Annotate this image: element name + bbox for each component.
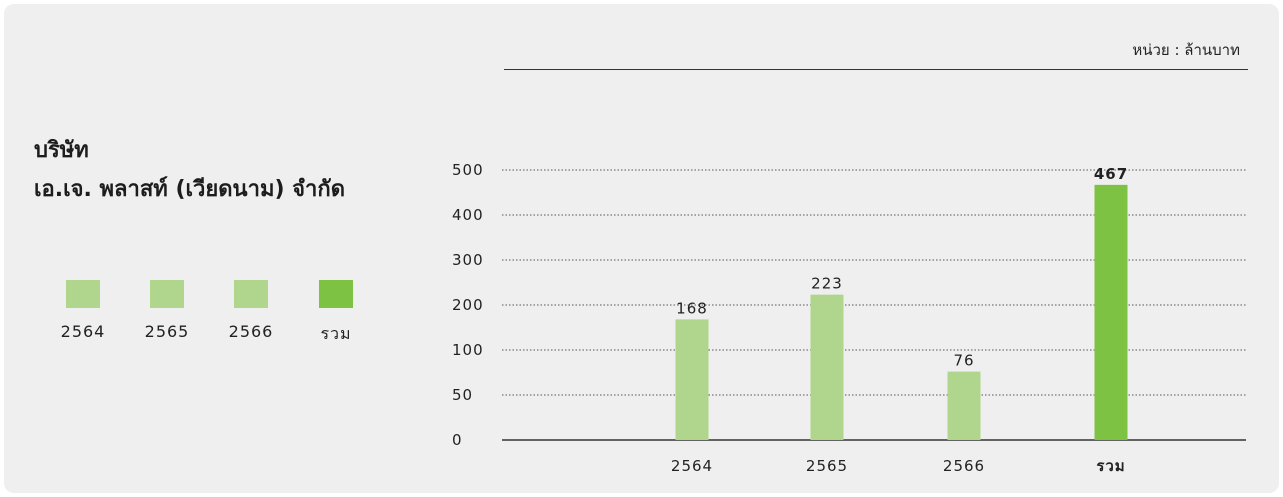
y-tick-label: 200 <box>452 296 484 314</box>
data-label: 76 <box>953 352 974 370</box>
y-tick-label: 400 <box>452 206 484 224</box>
y-tick-label: 300 <box>452 251 484 269</box>
y-tick-label: 50 <box>452 386 473 404</box>
data-label: 168 <box>676 299 708 317</box>
x-tick-label: 2565 <box>806 457 848 475</box>
bar-รวม <box>1095 185 1128 440</box>
bar-2566 <box>948 372 981 440</box>
bar-2564 <box>676 319 709 440</box>
x-tick-label: 2566 <box>943 457 985 475</box>
data-label: 467 <box>1094 165 1128 183</box>
y-tick-label: 100 <box>452 341 484 359</box>
bar-chart: 0 50 100 200 300 400 500 168 2564 223 2565 76 2566 46… <box>4 4 1279 493</box>
chart-panel: หน่วย : ล้านบาท บริษัท เอ.เจ. พลาสท์ (เว… <box>4 4 1279 493</box>
y-tick-label: 500 <box>452 161 484 179</box>
data-label: 223 <box>811 275 843 293</box>
x-tick-label: 2564 <box>671 457 713 475</box>
bar-2565 <box>811 295 844 440</box>
y-tick-label: 0 <box>452 431 463 449</box>
x-tick-label: รวม <box>1096 457 1125 475</box>
